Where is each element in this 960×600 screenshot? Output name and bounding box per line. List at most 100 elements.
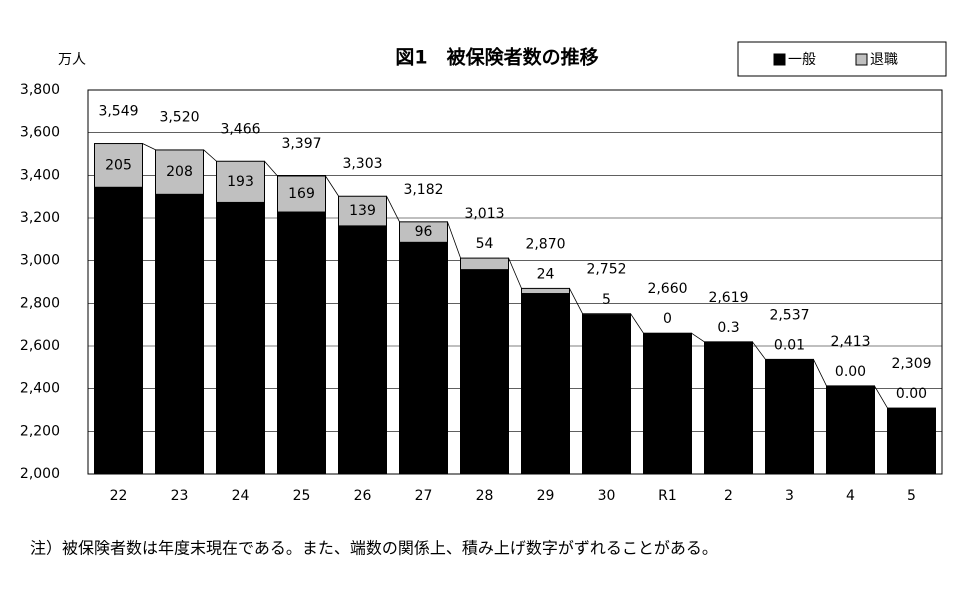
total-label: 2,870 (525, 236, 565, 252)
x-tick-label: 23 (171, 488, 189, 504)
bar-segment (155, 149, 204, 195)
total-label: 3,182 (403, 182, 443, 198)
bar-segment (643, 332, 692, 475)
value-label: 96 (415, 224, 433, 240)
y-tick-label: 2,400 (20, 381, 60, 397)
bar-segment (277, 211, 326, 475)
total-label: 2,752 (586, 262, 626, 278)
connector-line (691, 332, 705, 343)
footnote: 注）被保険者数は年度末現在である。また、端数の関係上、積み上げ数字がずれることが… (30, 539, 718, 558)
value-label: 2,309 (891, 433, 931, 449)
value-label: 2,537 (769, 409, 809, 425)
bar-segment (216, 201, 265, 475)
bar-segment (582, 314, 631, 475)
legend-swatch (773, 53, 786, 66)
x-tick-label: R1 (658, 488, 677, 504)
bar-segment (216, 160, 265, 203)
legend-label: 一般 (788, 52, 816, 68)
value-label: 3,273 (220, 330, 260, 346)
bar-segment (460, 257, 509, 271)
chart-title: 図1 被保険者数の推移 (395, 46, 598, 69)
x-tick-label: 22 (110, 488, 128, 504)
value-label: 169 (288, 186, 315, 202)
legend-box (737, 41, 947, 77)
connector-line (142, 143, 156, 151)
value-label: 0.01 (774, 337, 805, 353)
bar-segment (521, 293, 570, 475)
total-label: 2,619 (708, 290, 748, 306)
bar-segment (582, 313, 631, 316)
x-tick-label: 30 (598, 488, 616, 504)
x-tick-label: 28 (476, 488, 494, 504)
bar-segment (277, 175, 326, 213)
value-label: 54 (476, 236, 494, 252)
bar-segment (94, 186, 143, 475)
value-label: 2,958 (464, 364, 504, 380)
x-tick-label: 2 (724, 488, 733, 504)
y-tick-label: 3,800 (20, 82, 60, 98)
connector-line (508, 257, 522, 289)
connector-line (264, 160, 278, 177)
connector-line (386, 195, 400, 223)
bar-segment (155, 193, 204, 475)
value-label: 3,344 (98, 323, 138, 339)
x-tick-label: 27 (415, 488, 433, 504)
connector-line (630, 313, 644, 334)
connector-line (203, 149, 217, 162)
connector-line (447, 221, 461, 259)
connector-line (569, 288, 583, 314)
total-label: 2,537 (769, 307, 809, 323)
total-label: 2,309 (891, 356, 931, 372)
value-label: 2,413 (830, 422, 870, 438)
value-label: 24 (537, 266, 555, 282)
total-label: 3,549 (98, 104, 138, 120)
bar-segment (94, 143, 143, 188)
connector-line (752, 341, 766, 360)
total-label: 2,660 (647, 281, 687, 297)
x-tick-label: 4 (846, 488, 855, 504)
total-label: 3,466 (220, 121, 260, 137)
connector-line (813, 359, 827, 387)
y-tick-label: 2,800 (20, 295, 60, 311)
value-label: 3,163 (342, 342, 382, 358)
y-tick-label: 2,000 (20, 466, 60, 482)
bar-segment (399, 241, 448, 475)
x-tick-label: 24 (232, 488, 250, 504)
y-tick-label: 3,600 (20, 125, 60, 141)
total-label: 2,413 (830, 334, 870, 350)
value-label: 2,746 (586, 386, 626, 402)
value-label: 0.00 (896, 386, 927, 402)
y-unit: 万人 (58, 52, 86, 68)
value-label: 3,228 (281, 335, 321, 351)
total-label: 3,520 (159, 110, 199, 126)
value-label: 193 (227, 174, 254, 190)
value-label: 139 (349, 203, 376, 219)
value-label: 208 (166, 164, 193, 180)
value-label: 0.00 (835, 364, 866, 380)
value-label: 2,619 (708, 400, 748, 416)
x-tick-label: 29 (537, 488, 555, 504)
connector-line (325, 175, 339, 197)
bar-segment (704, 341, 753, 475)
bar-segment (338, 225, 387, 475)
value-label: 5 (602, 292, 611, 308)
bar-segment (521, 287, 570, 295)
total-label: 3,013 (464, 206, 504, 222)
value-label: 0.3 (717, 320, 739, 336)
connector-line (874, 385, 888, 409)
y-tick-label: 2,600 (20, 338, 60, 354)
total-label: 3,303 (342, 156, 382, 172)
value-label: 2,660 (647, 396, 687, 412)
x-tick-label: 25 (293, 488, 311, 504)
value-label: 3,086 (403, 350, 443, 366)
y-tick-label: 3,000 (20, 253, 60, 269)
y-tick-label: 3,400 (20, 167, 60, 183)
value-label: 205 (105, 157, 132, 173)
x-tick-label: 5 (907, 488, 916, 504)
legend-label: 退職 (870, 52, 898, 68)
x-tick-label: 26 (354, 488, 372, 504)
bar-segment (887, 407, 936, 475)
bar-segment (399, 221, 448, 243)
value-label: 2,846 (525, 376, 565, 392)
